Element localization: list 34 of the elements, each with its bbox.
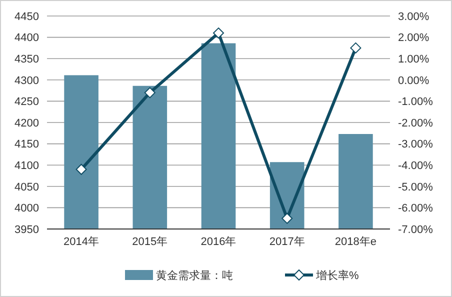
y2-tick-label: 2.00% bbox=[398, 32, 430, 44]
x-tick-label: 2016年 bbox=[200, 236, 236, 248]
point bbox=[213, 28, 224, 39]
legend-label: 增长率% bbox=[315, 268, 359, 282]
y2-tick-label: 1.00% bbox=[398, 53, 430, 66]
y-tick-label: 4450 bbox=[14, 10, 39, 23]
y-tick-label: 4400 bbox=[14, 32, 39, 44]
y2-tick-label: -4.00% bbox=[398, 160, 434, 172]
y-tick-label: 4300 bbox=[14, 74, 39, 87]
point bbox=[350, 42, 362, 54]
y2-tick-label: -2.00% bbox=[398, 117, 434, 130]
point bbox=[144, 87, 156, 98]
x-tick-label: 2015年 bbox=[132, 236, 168, 248]
y-tick-label: 4250 bbox=[14, 96, 39, 108]
y2-tick-label: -7.00% bbox=[398, 224, 434, 236]
point bbox=[282, 212, 293, 224]
x-tick-label: 2018年e bbox=[334, 236, 376, 248]
y-tick-label: 4200 bbox=[14, 117, 39, 130]
y2-tick-label: 0.00% bbox=[398, 74, 430, 87]
legend-label: 黄金需求量：吨 bbox=[156, 268, 233, 282]
y-tick-label: 4100 bbox=[14, 160, 39, 172]
y-tick-label: 4350 bbox=[14, 53, 39, 66]
x-tick-label: 2014年 bbox=[64, 236, 100, 248]
y2-tick-label: -3.00% bbox=[398, 138, 434, 151]
y2-tick-label: -5.00% bbox=[398, 181, 434, 194]
y-tick-label: 3950 bbox=[14, 224, 39, 236]
y2-tick-label: 3.00% bbox=[398, 10, 430, 23]
x-tick-label: 2017年 bbox=[269, 236, 305, 248]
y-tick-label: 4050 bbox=[14, 181, 39, 194]
y-tick-label: 4150 bbox=[14, 138, 39, 151]
y-tick-label: 4000 bbox=[14, 202, 39, 215]
y2-tick-label: -6.00% bbox=[398, 202, 434, 215]
point bbox=[76, 164, 87, 175]
y2-tick-label: -1.00% bbox=[398, 96, 434, 108]
